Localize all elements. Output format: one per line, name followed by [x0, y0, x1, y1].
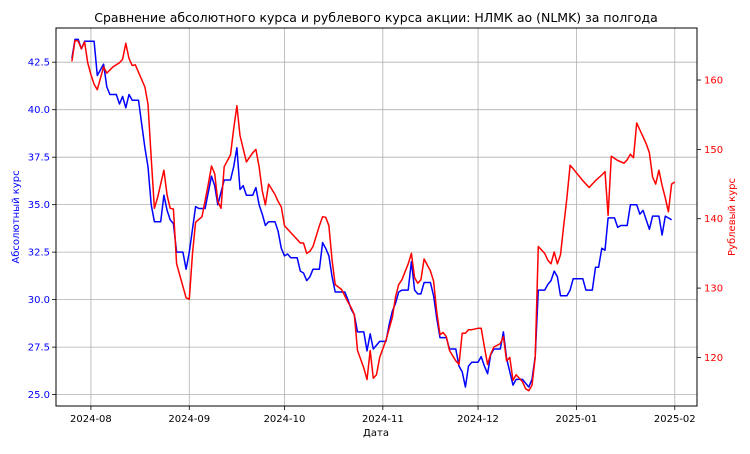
left-tick-label: 27.5 — [28, 343, 50, 354]
left-axis-ticks: 25.0 27.5 30.0 32.5 35.0 37.5 40.0 42.5 — [28, 58, 56, 401]
ruble-price-line — [71, 39, 676, 392]
left-tick-label: 32.5 — [28, 248, 50, 259]
x-tick-label: 2024-12 — [457, 414, 499, 425]
right-axis-label: Рублевый курс — [727, 178, 738, 256]
left-tick-label: 25.0 — [28, 390, 50, 401]
x-tick-label: 2025-01 — [556, 414, 598, 425]
right-tick-label: 120 — [704, 353, 723, 364]
x-tick-label: 2025-02 — [654, 414, 696, 425]
right-axis-ticks: 120 130 140 150 160 — [697, 76, 723, 364]
left-tick-label: 35.0 — [28, 200, 50, 211]
right-tick-label: 150 — [704, 145, 723, 156]
grid-lines — [56, 28, 697, 406]
left-tick-label: 42.5 — [28, 58, 50, 69]
x-tick-label: 2024-08 — [70, 414, 112, 425]
left-axis-label: Абсолютный курс — [11, 170, 22, 263]
x-axis-ticks: 2024-08 2024-09 2024-10 2024-11 2024-12 2025-… — [70, 406, 696, 425]
chart-title: Сравнение абсолютного курса и рублевого … — [94, 10, 658, 25]
x-tick-label: 2024-09 — [168, 414, 210, 425]
series-lines — [71, 38, 676, 392]
right-tick-label: 140 — [704, 214, 723, 225]
left-tick-label: 30.0 — [28, 295, 50, 306]
x-tick-label: 2024-10 — [264, 414, 306, 425]
left-tick-label: 40.0 — [28, 105, 50, 116]
plot-frame — [55, 27, 698, 407]
right-tick-label: 160 — [704, 76, 723, 87]
left-tick-label: 37.5 — [28, 153, 50, 164]
x-tick-label: 2024-11 — [362, 414, 404, 425]
absolute-price-line — [71, 38, 672, 388]
x-axis-label: Дата — [363, 428, 389, 439]
right-tick-label: 130 — [704, 284, 723, 295]
